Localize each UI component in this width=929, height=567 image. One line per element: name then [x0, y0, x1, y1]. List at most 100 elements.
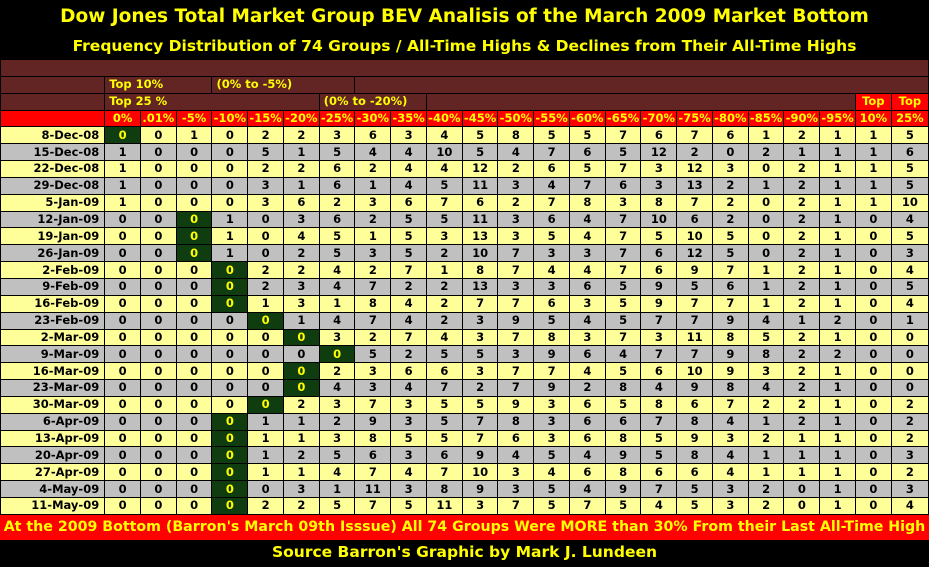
table-cell: 6: [568, 395, 606, 414]
table-cell: 1: [247, 412, 284, 431]
table-cell: 4: [640, 379, 678, 397]
table-cell: 2: [890, 429, 929, 448]
table-cell: 0: [211, 277, 249, 296]
table-cell: 0: [139, 160, 177, 178]
table-cell: 6: [568, 345, 606, 364]
table-cell: 0: [175, 261, 213, 279]
table-cell: 7: [533, 193, 570, 212]
table-cell: 5: [425, 210, 463, 229]
table-cell: 5: [533, 446, 570, 465]
table-cell: 3: [354, 362, 392, 381]
table-cell: 1: [354, 176, 392, 195]
table-cell: 0: [104, 126, 141, 145]
table-cell: 9: [676, 379, 713, 397]
table-cell: 4: [890, 496, 929, 516]
table-cell: 0: [139, 379, 177, 397]
table-cell: 6: [568, 463, 606, 482]
blank-panel: [0, 92, 106, 111]
table-cell: 3: [640, 160, 678, 178]
table-cell: 2: [783, 126, 821, 145]
table-cell: 0: [211, 496, 249, 516]
table-cell: 0: [139, 210, 177, 229]
table-cell: 7: [711, 261, 749, 279]
table-cell: 5: [604, 311, 642, 330]
table-cell: 0: [175, 277, 213, 296]
column-header: -55%: [533, 109, 570, 128]
table-cell: 12: [676, 160, 713, 178]
table-cell: 1: [854, 126, 892, 145]
column-header: .01%: [139, 109, 177, 128]
table-cell: 7: [497, 379, 535, 397]
table-cell: 4: [354, 143, 392, 162]
table-cell: 2: [783, 261, 821, 279]
table-cell: 3: [282, 480, 320, 498]
table-cell: 3: [497, 345, 535, 364]
table-cell: 1: [104, 176, 141, 195]
table-cell: 0: [175, 227, 213, 246]
table-cell: 5: [533, 496, 570, 516]
table-cell: 6: [676, 210, 713, 229]
table-cell: 0: [104, 446, 141, 465]
table-cell: 0: [175, 395, 213, 414]
table-cell: 0: [854, 210, 892, 229]
table-cell: 6: [533, 160, 570, 178]
row-date: 26-Jan-09: [0, 244, 106, 263]
table-cell: 5: [890, 160, 929, 178]
column-header: 25%: [890, 109, 929, 128]
table-cell: 4: [568, 210, 606, 229]
frequency-table: Top 10% (0% to -5%) Top 25 % (0% to -20%) To…: [0, 59, 929, 516]
table-cell: 5: [318, 446, 356, 465]
table-cell: 0: [139, 244, 177, 263]
table-cell: 6: [676, 395, 713, 414]
table-cell: 6: [533, 210, 570, 229]
table-cell: 6: [711, 277, 749, 296]
table-cell: 4: [890, 261, 929, 279]
table-cell: 6: [604, 412, 642, 431]
table-cell: 6: [354, 446, 392, 465]
table-cell: 0: [104, 429, 141, 448]
table-cell: 0: [104, 379, 141, 397]
table-cell: 1: [211, 227, 249, 246]
table-cell: 7: [497, 261, 535, 279]
table-cell: 2: [247, 126, 284, 145]
table-cell: 7: [676, 311, 713, 330]
row-date: 8-Dec-08: [0, 126, 106, 145]
table-cell: 1: [854, 160, 892, 178]
table-cell: 3: [533, 412, 570, 431]
table-row: 6-Apr-09 0 0 0 0 1 1 2 9 3 5 7 8 3 6 6 7 8 4 1 2 1 0 2: [0, 412, 929, 431]
table-cell: 2: [282, 446, 320, 465]
table-cell: 2: [282, 395, 320, 414]
table-cell: 6: [568, 143, 606, 162]
table-cell: 3: [497, 463, 535, 482]
table-cell: 4: [497, 143, 535, 162]
table-cell: 0: [139, 362, 177, 381]
table-cell: 9: [533, 345, 570, 364]
table-cell: 4: [711, 412, 749, 431]
table-cell: 3: [461, 311, 499, 330]
table-cell: 0: [175, 294, 213, 313]
table-cell: 1: [247, 429, 284, 448]
table-cell: 2: [390, 277, 427, 296]
table-cell: 0: [175, 328, 213, 347]
table-cell: 4: [568, 362, 606, 381]
table-cell: 7: [533, 362, 570, 381]
table-cell: 2: [783, 412, 821, 431]
table-cell: 7: [711, 294, 749, 313]
table-cell: 0: [890, 379, 929, 397]
table-cell: 3: [533, 429, 570, 448]
table-cell: 1: [783, 446, 821, 465]
table-cell: 7: [640, 345, 678, 364]
table-cell: 0: [104, 463, 141, 482]
table-cell: 5: [604, 277, 642, 296]
table-cell: 3: [497, 227, 535, 246]
table-cell: 5: [568, 126, 606, 145]
table-cell: 4: [711, 463, 749, 482]
column-header: -20%: [282, 109, 320, 128]
table-cell: 5: [890, 227, 929, 246]
table-cell: 0: [211, 311, 249, 330]
blank-panel: [354, 75, 929, 94]
table-cell: 7: [676, 345, 713, 364]
table-cell: 13: [461, 227, 499, 246]
table-cell: 0: [211, 362, 249, 381]
table-cell: 1: [747, 176, 785, 195]
